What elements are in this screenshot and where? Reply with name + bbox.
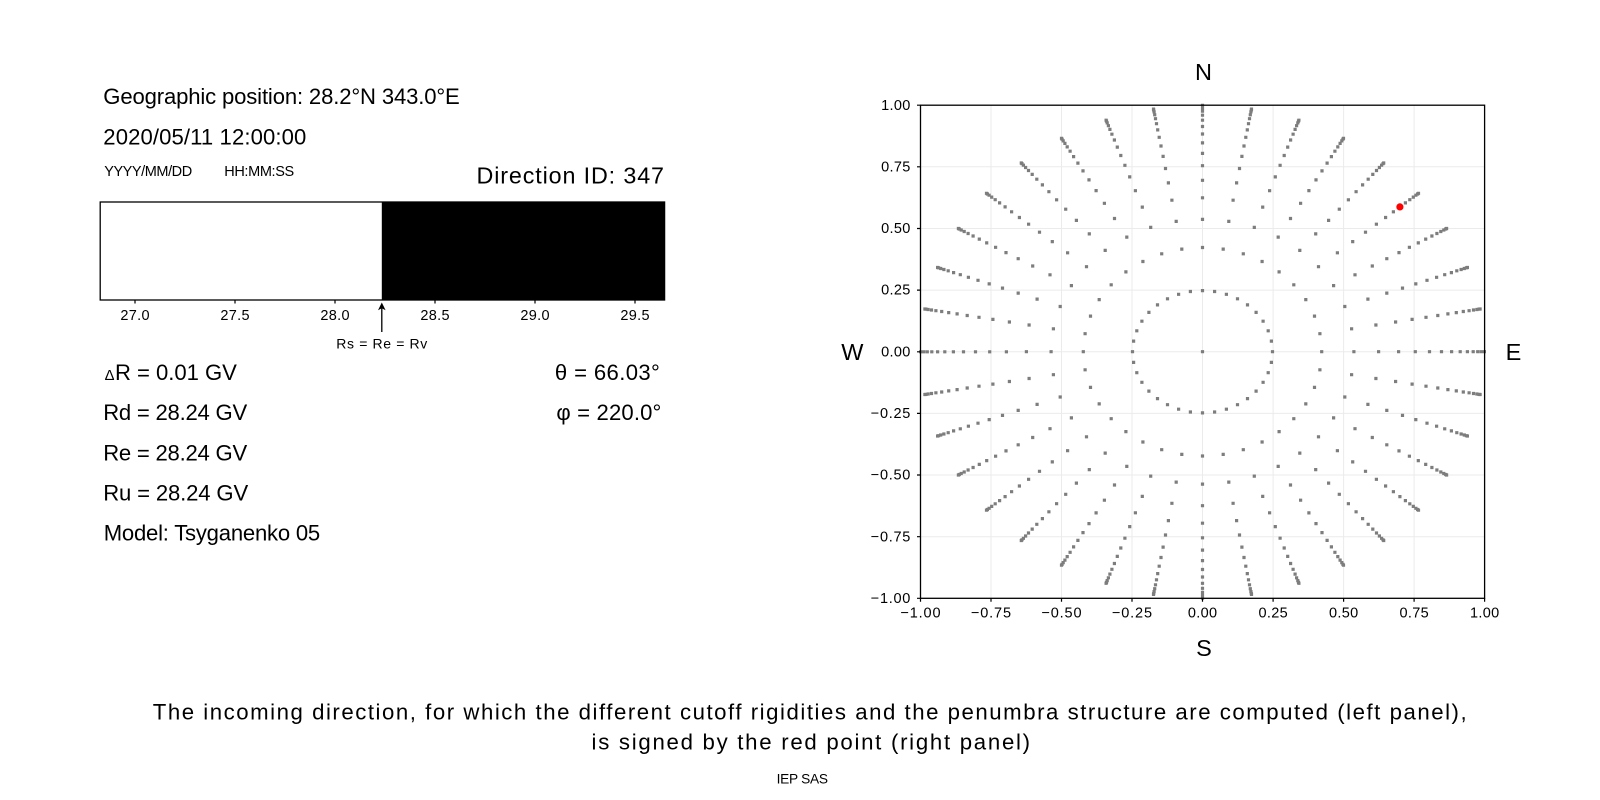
svg-text:Re = 28.24 GV: Re = 28.24 GV <box>103 440 247 465</box>
svg-text:Model: Tsyganenko 05: Model: Tsyganenko 05 <box>104 521 321 546</box>
svg-text:Ru = 28.24 GV: Ru = 28.24 GV <box>103 481 248 506</box>
svg-text:φ = 220.0°: φ = 220.0° <box>556 400 661 425</box>
svg-text:θ = 66.03°: θ = 66.03° <box>555 360 660 385</box>
svg-text:YYYY/MM/DD: YYYY/MM/DD <box>104 164 192 180</box>
svg-text:−0.50: −0.50 <box>1041 606 1081 622</box>
svg-text:−1.00: −1.00 <box>871 591 911 607</box>
svg-text:−0.75: −0.75 <box>871 529 911 545</box>
svg-text:0.50: 0.50 <box>1329 606 1358 622</box>
svg-text:0.75: 0.75 <box>1400 606 1429 622</box>
svg-text:HH:MM:SS: HH:MM:SS <box>224 164 294 180</box>
svg-text:is signed by the red point (ri: is signed by the red point (right panel) <box>592 730 1031 755</box>
svg-text:−1.00: −1.00 <box>900 606 940 622</box>
svg-text:0.25: 0.25 <box>881 283 910 299</box>
svg-text:N: N <box>1195 59 1212 85</box>
svg-text:28.0: 28.0 <box>320 308 349 324</box>
svg-text:29.5: 29.5 <box>620 308 649 324</box>
svg-text:−0.75: −0.75 <box>971 606 1011 622</box>
svg-text:0.75: 0.75 <box>881 159 910 175</box>
svg-text:Rd = 28.24 GV: Rd = 28.24 GV <box>103 400 247 425</box>
svg-text:R = 0.01 GV: R = 0.01 GV <box>115 360 237 385</box>
svg-text:1.00: 1.00 <box>1470 606 1499 622</box>
svg-text:W: W <box>841 339 864 365</box>
svg-text:Geographic position: 28.2°N 34: Geographic position: 28.2°N 343.0°E <box>103 84 460 109</box>
svg-text:0.50: 0.50 <box>881 221 910 237</box>
svg-text:Rs = Re = Rv: Rs = Re = Rv <box>336 335 427 351</box>
svg-text:Direction ID: 347: Direction ID: 347 <box>477 163 665 189</box>
svg-text:1.00: 1.00 <box>881 98 910 114</box>
svg-text:29.0: 29.0 <box>520 308 549 324</box>
svg-text:−0.25: −0.25 <box>1112 606 1152 622</box>
svg-text:0.00: 0.00 <box>1188 606 1217 622</box>
svg-text:0.25: 0.25 <box>1259 606 1288 622</box>
svg-text:The incoming direction, for wh: The incoming direction, for which the di… <box>153 700 1467 725</box>
svg-text:27.5: 27.5 <box>220 308 249 324</box>
svg-text:−0.25: −0.25 <box>871 406 911 422</box>
svg-text:28.5: 28.5 <box>420 308 449 324</box>
svg-text:0.00: 0.00 <box>881 344 910 360</box>
svg-text:Δ: Δ <box>105 368 115 384</box>
svg-text:−0.50: −0.50 <box>871 468 911 484</box>
svg-text:27.0: 27.0 <box>120 308 149 324</box>
svg-text:S: S <box>1196 635 1212 661</box>
svg-text:IEP SAS: IEP SAS <box>777 771 828 786</box>
svg-text:2020/05/11 12:00:00: 2020/05/11 12:00:00 <box>103 125 306 150</box>
svg-text:E: E <box>1506 339 1522 365</box>
